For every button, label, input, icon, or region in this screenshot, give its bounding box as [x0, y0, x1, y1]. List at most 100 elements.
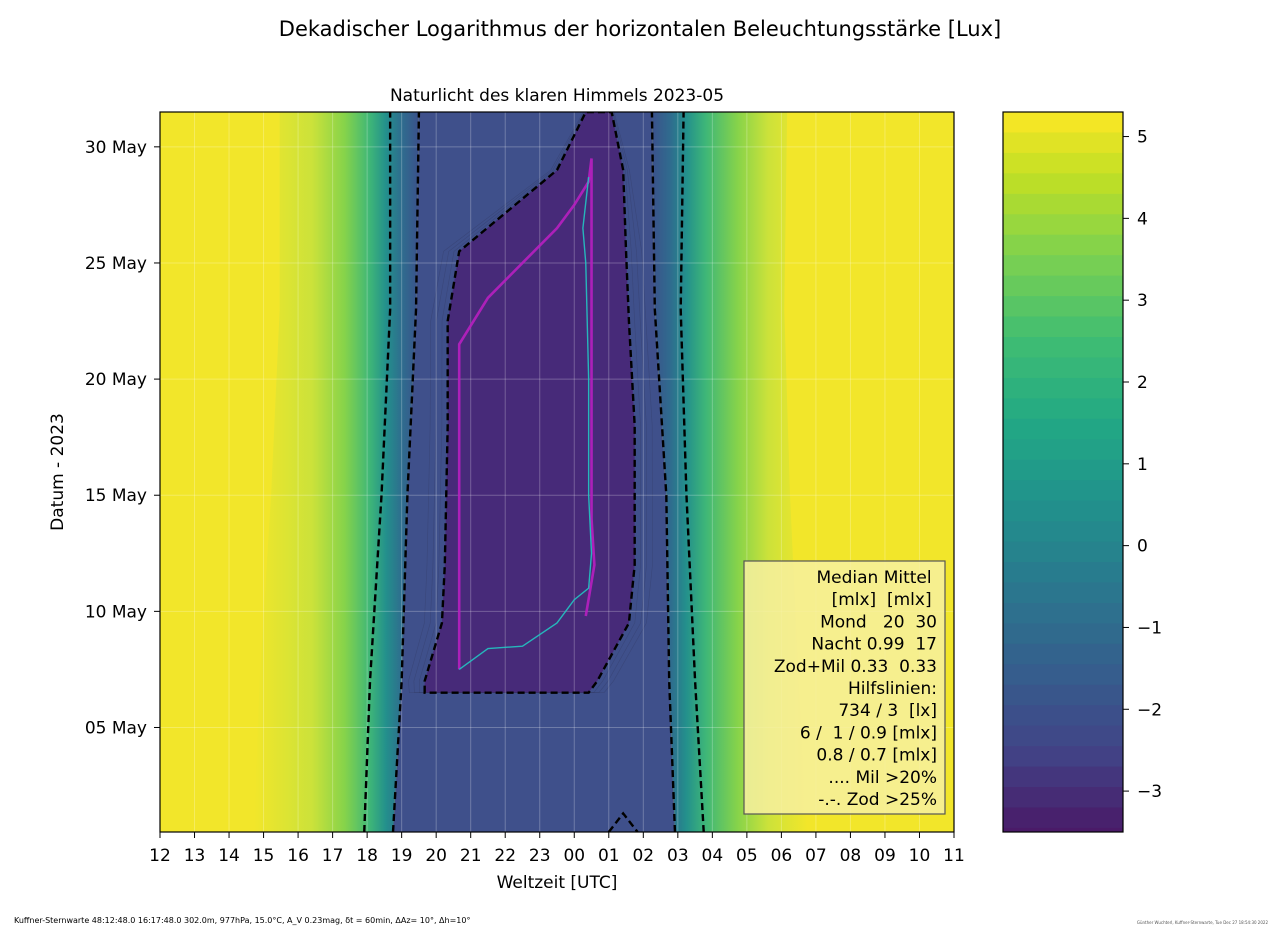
y-tick-label: 10 May: [85, 602, 147, 622]
night-contour-ring: [413, 112, 647, 693]
x-tick-label: 21: [460, 846, 482, 866]
x-tick-label: 23: [529, 846, 551, 866]
x-tick-label: 14: [218, 846, 240, 866]
legend-text: Median Mittel [mlx] [mlx] Mond 20 30 Nach…: [774, 568, 937, 810]
colorbar-band: [1003, 173, 1123, 195]
colorbar-band: [1003, 193, 1123, 215]
night-contour-ring: [408, 112, 653, 693]
colorbar-band: [1003, 623, 1123, 645]
legend-line: Mond 20 30: [820, 612, 937, 632]
legend-line: -.-. Zod >25%: [818, 790, 937, 810]
x-tick-label: 01: [598, 846, 620, 866]
x-tick-label: 18: [356, 846, 378, 866]
legend-line: Zod+Mil 0.33 0.33: [774, 657, 937, 677]
x-tick-label: 03: [667, 846, 689, 866]
colorbar-band: [1003, 541, 1123, 563]
colorbar-band: [1003, 398, 1123, 420]
colorbar-band: [1003, 521, 1123, 543]
series-zod-line: [458, 176, 593, 670]
colorbar-band: [1003, 500, 1123, 522]
illuminance-bands: [253, 112, 808, 832]
series-mil-line: [457, 158, 596, 670]
x-tick-label: 12: [149, 846, 171, 866]
x-tick-label: 17: [322, 846, 344, 866]
x-tick-label: 11: [943, 846, 965, 866]
colorbar-band: [1003, 664, 1123, 686]
night-contour-ring: [418, 112, 641, 693]
legend-line: 734 / 3 [lx]: [838, 701, 937, 721]
y-tick-label: 15 May: [85, 486, 147, 506]
colorbar-band: [1003, 275, 1123, 297]
dark-night-band: [424, 112, 635, 693]
colorbar-band: [1003, 480, 1123, 502]
legend: Median Mittel [mlx] [mlx] Mond 20 30 Nach…: [743, 560, 946, 815]
legend-line: [mlx] [mlx]: [832, 590, 937, 610]
colorbar-tick-label: 3: [1137, 291, 1148, 311]
legend-line: .... Mil >20%: [828, 768, 937, 788]
x-tick-label: 22: [494, 846, 516, 866]
legend-line: Nacht 0.99 17: [811, 635, 937, 655]
plot-frame: [159, 111, 955, 833]
contour-3lx-evening: [391, 112, 421, 832]
y-axis-ticks: 05 May 10 May 15 May 20 May 25 May 30 May: [85, 138, 160, 738]
colorbar-band: [1003, 705, 1123, 727]
y-axis-label: Datum - 2023: [48, 413, 68, 531]
colorbar-tick-label: 2: [1137, 373, 1148, 393]
y-tick-label: 25 May: [85, 254, 147, 274]
colorbar-band: [1003, 459, 1123, 481]
colorbar-band: [1003, 316, 1123, 338]
gridlines: [160, 112, 954, 832]
colorbar-band: [1003, 582, 1123, 604]
x-tick-label: 07: [805, 846, 827, 866]
x-tick-label: 20: [425, 846, 447, 866]
colorbar-tick-label: 1: [1137, 455, 1148, 475]
colorbar-tick-label: −2: [1137, 700, 1162, 720]
colorbar-tick-label: −3: [1137, 782, 1162, 802]
x-tick-label: 19: [391, 846, 413, 866]
legend-line: Median Mittel: [816, 568, 937, 588]
contour-3lx-morning: [650, 112, 677, 832]
chart-subtitle: Naturlicht des klaren Himmels 2023-05: [390, 86, 724, 106]
colorbar-band: [1003, 418, 1123, 440]
x-tick-label: 13: [184, 846, 206, 866]
colorbar-bands: [1003, 112, 1123, 833]
y-tick-label: 20 May: [85, 370, 147, 390]
legend-line: 0.8 / 0.7 [mlx]: [816, 746, 937, 766]
colorbar-band: [1003, 234, 1123, 256]
colorbar-tick-label: 4: [1137, 209, 1148, 229]
footer-station-info: Kuffner-Sternwarte 48:12:48.0 16:17:48.0…: [14, 916, 471, 925]
series-lines: [457, 158, 596, 670]
x-tick-label: 16: [287, 846, 309, 866]
contour-lines: [363, 112, 705, 832]
legend-box: [743, 560, 946, 815]
colorbar-tick-label: 0: [1137, 537, 1148, 557]
colorbar-tick-label: 5: [1137, 128, 1148, 148]
colorbar-frame: [1002, 111, 1124, 833]
colorbar-band: [1003, 643, 1123, 665]
x-axis-label: Weltzeit [UTC]: [497, 873, 618, 893]
chart-title: Dekadischer Logarithmus der horizontalen…: [279, 17, 1001, 41]
colorbar-band: [1003, 684, 1123, 706]
contour-6mlx-next-night: [607, 811, 639, 832]
colorbar-band: [1003, 377, 1123, 399]
colorbar-band: [1003, 152, 1123, 174]
plot-area: [160, 112, 954, 832]
x-tick-label: 00: [563, 846, 585, 866]
x-tick-label: 15: [253, 846, 275, 866]
colorbar-band: [1003, 602, 1123, 624]
colorbar-band: [1003, 214, 1123, 236]
x-tick-label: 10: [909, 846, 931, 866]
colorbar-band: [1003, 746, 1123, 768]
x-tick-label: 05: [736, 846, 758, 866]
colorbar: 5 4 3 2 1 0 −1 −2 −3: [1002, 111, 1162, 833]
colorbar-band: [1003, 112, 1123, 133]
colorbar-band: [1003, 255, 1123, 277]
x-tick-label: 09: [874, 846, 896, 866]
colorbar-band: [1003, 766, 1123, 788]
colorbar-band: [1003, 132, 1123, 154]
y-tick-label: 30 May: [85, 138, 147, 158]
evening-twilight-band: [253, 112, 419, 832]
x-tick-label: 08: [840, 846, 862, 866]
colorbar-band: [1003, 337, 1123, 358]
